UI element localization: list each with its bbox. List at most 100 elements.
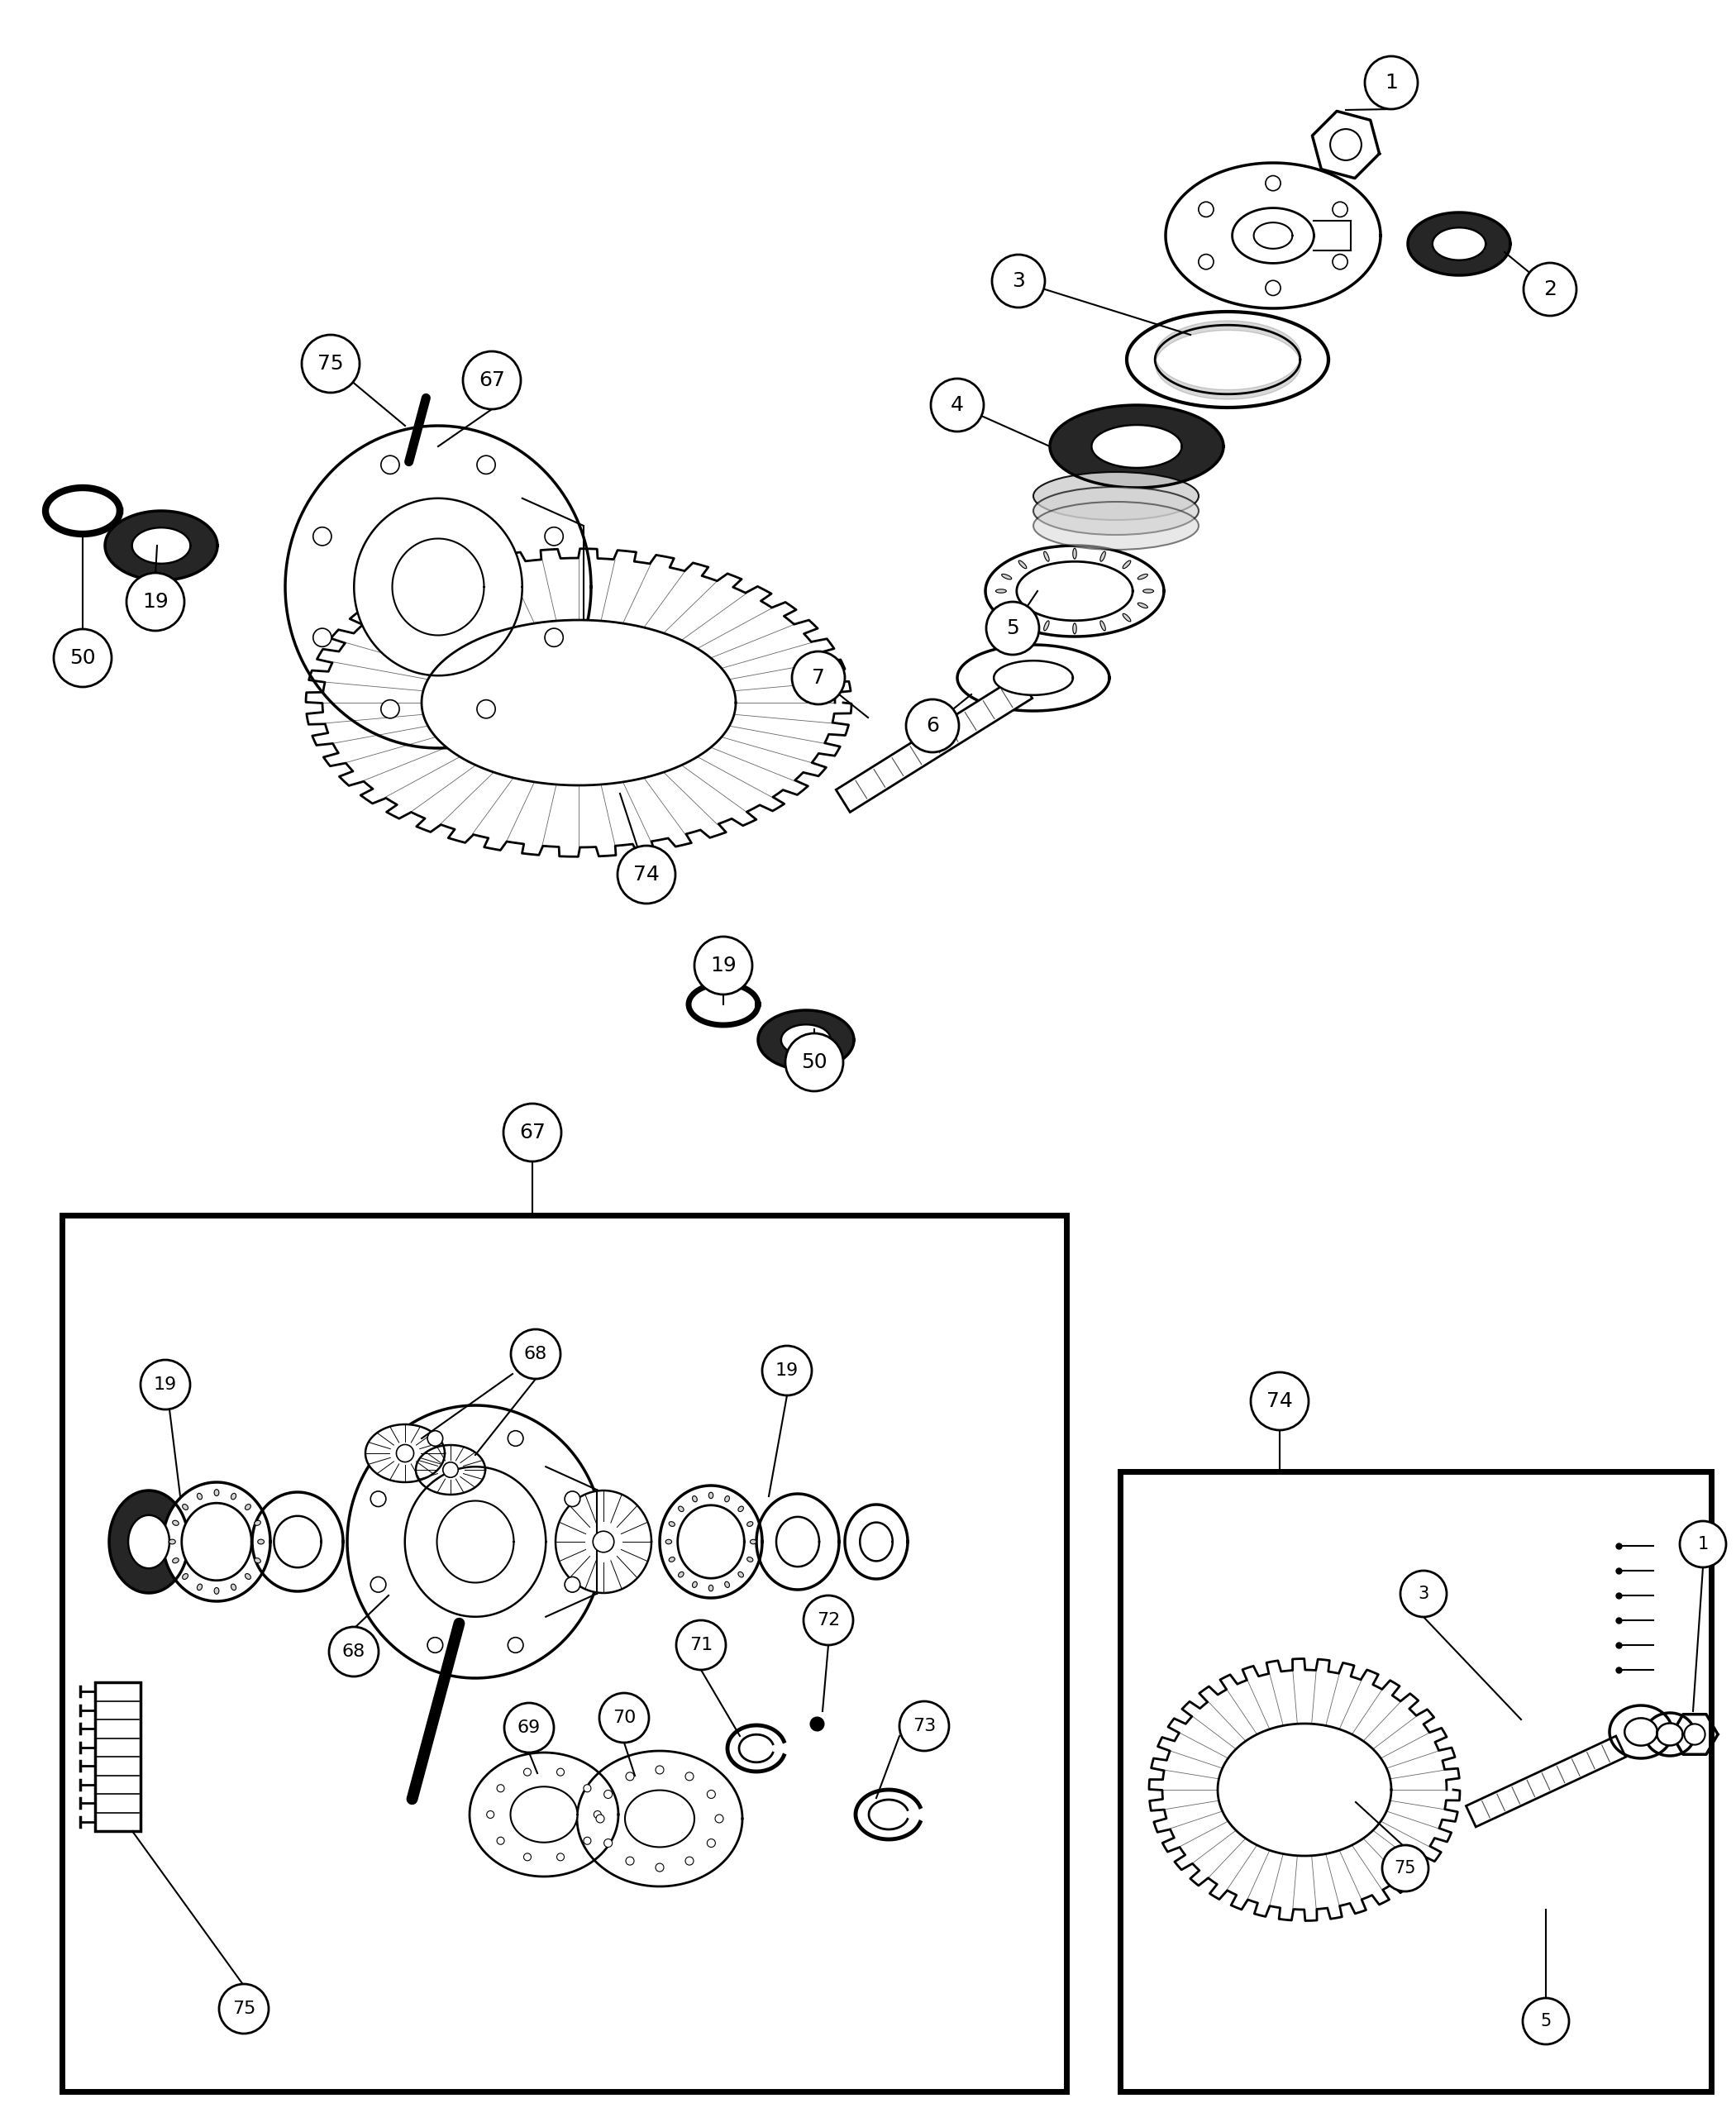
Ellipse shape [182,1573,187,1579]
Ellipse shape [693,1497,698,1501]
Polygon shape [1127,312,1328,407]
Circle shape [330,1627,378,1676]
Text: 75: 75 [318,354,344,373]
Polygon shape [1467,1737,1625,1828]
Polygon shape [365,1425,444,1482]
Ellipse shape [231,1583,236,1589]
Bar [1120,1471,1712,2091]
Ellipse shape [724,1497,729,1501]
Ellipse shape [255,1520,260,1526]
Circle shape [127,573,184,630]
Circle shape [370,1577,385,1592]
Circle shape [677,1621,726,1670]
Ellipse shape [245,1505,250,1509]
Ellipse shape [679,1573,684,1577]
Ellipse shape [996,590,1007,592]
Ellipse shape [668,1558,675,1562]
Text: 5: 5 [1007,618,1019,639]
Polygon shape [1656,1722,1682,1745]
Circle shape [1198,202,1213,217]
Circle shape [486,1811,495,1819]
Ellipse shape [257,1539,264,1545]
Ellipse shape [1123,561,1130,569]
Text: 68: 68 [524,1345,547,1362]
Ellipse shape [708,1492,713,1499]
Circle shape [1266,280,1281,295]
Circle shape [464,352,521,409]
Polygon shape [556,1490,651,1594]
Ellipse shape [1019,613,1026,622]
Polygon shape [576,1752,743,1887]
Circle shape [1522,1998,1569,2045]
Polygon shape [182,1503,252,1581]
Circle shape [427,1638,443,1653]
Polygon shape [109,1490,189,1594]
Text: 4: 4 [951,394,963,415]
Text: 6: 6 [925,717,939,736]
Polygon shape [845,1505,908,1579]
Polygon shape [285,426,590,748]
Ellipse shape [168,1539,175,1545]
Circle shape [594,1530,615,1551]
Polygon shape [274,1516,321,1568]
Circle shape [496,1785,505,1792]
Polygon shape [781,1024,832,1056]
Ellipse shape [1033,472,1198,521]
Ellipse shape [1101,552,1106,561]
Circle shape [1364,57,1418,110]
Circle shape [380,700,399,719]
Ellipse shape [738,1573,743,1577]
Polygon shape [354,497,523,675]
Ellipse shape [214,1490,219,1497]
Circle shape [509,1638,523,1653]
Polygon shape [510,1788,578,1842]
Polygon shape [347,1406,604,1678]
Circle shape [762,1345,812,1395]
Circle shape [1680,1522,1726,1568]
Text: 67: 67 [519,1124,545,1143]
Ellipse shape [750,1539,757,1543]
Circle shape [477,700,495,719]
Circle shape [503,1703,554,1752]
Circle shape [618,845,675,904]
Text: 74: 74 [634,864,660,885]
Polygon shape [625,1790,694,1847]
Polygon shape [392,538,484,635]
Circle shape [510,1330,561,1379]
Circle shape [1382,1844,1429,1891]
Circle shape [1330,129,1361,160]
Polygon shape [757,1495,838,1589]
Circle shape [1250,1372,1309,1429]
Polygon shape [1217,1724,1391,1855]
Circle shape [604,1790,613,1798]
Circle shape [545,527,562,546]
Polygon shape [306,548,851,856]
Circle shape [625,1773,634,1781]
Circle shape [1333,255,1347,270]
Circle shape [930,379,984,432]
Polygon shape [776,1518,819,1566]
Polygon shape [986,546,1163,637]
Ellipse shape [1019,561,1026,569]
Polygon shape [128,1516,170,1568]
Text: 68: 68 [342,1644,366,1659]
Text: 72: 72 [816,1613,840,1629]
Text: 7: 7 [812,668,825,687]
Circle shape [1333,202,1347,217]
Circle shape [686,1857,694,1866]
Polygon shape [252,1492,344,1592]
Circle shape [1684,1724,1705,1745]
Ellipse shape [1137,603,1147,607]
Circle shape [524,1769,531,1775]
Ellipse shape [1002,573,1012,580]
Bar [95,1682,141,1832]
Ellipse shape [1043,620,1049,630]
Circle shape [595,1815,604,1823]
Polygon shape [677,1505,745,1579]
Polygon shape [163,1482,271,1602]
Circle shape [599,1693,649,1743]
Polygon shape [1253,223,1292,249]
Polygon shape [1017,561,1132,620]
Polygon shape [859,1522,892,1562]
Circle shape [312,628,332,647]
